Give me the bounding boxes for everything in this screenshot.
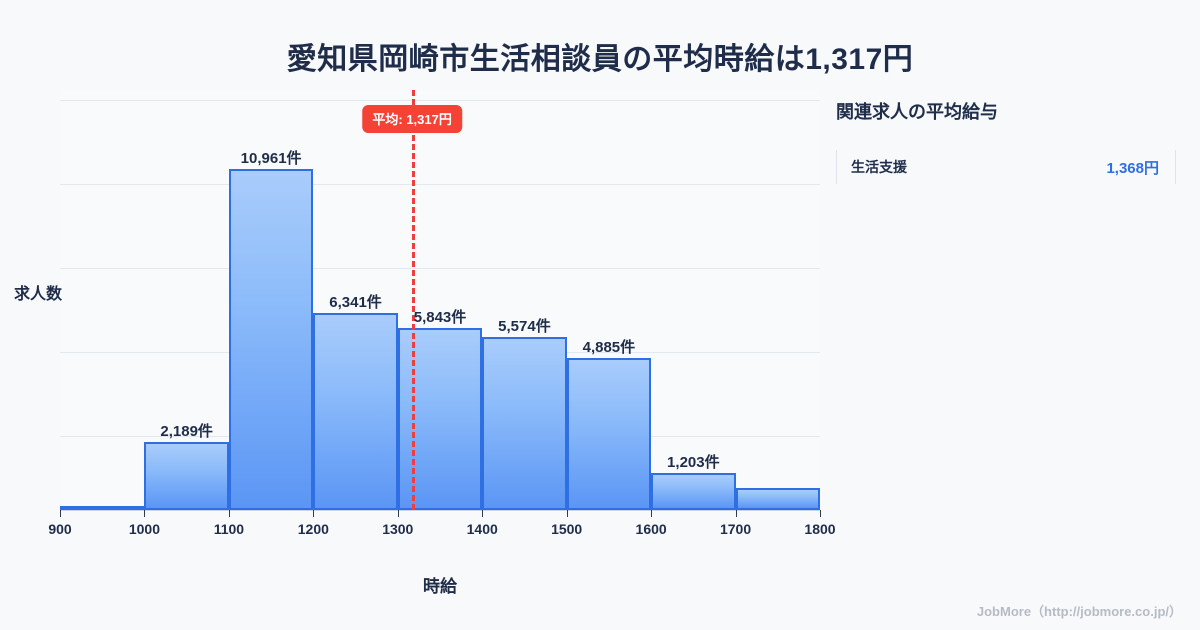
bar[interactable]	[566, 358, 652, 510]
x-tick-mark	[144, 510, 146, 517]
panel-row[interactable]: 生活支援 1,368円	[836, 150, 1176, 184]
bar-value-label: 5,843件	[413, 309, 467, 327]
bar[interactable]	[60, 506, 145, 510]
bar-value-label: 5,574件	[498, 317, 551, 335]
x-axis-label: 時給	[423, 577, 457, 596]
x-tick-mark	[228, 510, 230, 517]
related-salary-panel: 関連求人の平均給与 生活支援 1,368円	[836, 98, 1176, 184]
bar-value-label: 2,189件	[160, 422, 213, 440]
x-tick-label: 1400	[466, 521, 498, 537]
x-tick-mark	[482, 510, 484, 517]
gridline	[60, 184, 820, 185]
bar-series	[60, 90, 820, 510]
mean-vline	[412, 90, 416, 510]
x-tick-mark	[651, 510, 653, 517]
x-tick-mark	[313, 510, 315, 517]
bar-value-label: 1,203件	[667, 453, 720, 471]
gridline	[60, 100, 820, 101]
panel-row-list: 生活支援 1,368円	[836, 150, 1176, 184]
bar-value-label: 4,885件	[582, 339, 636, 357]
bar-value-label: 6,341件	[329, 293, 382, 311]
x-tick-label: 900	[48, 521, 72, 537]
page-title: 愛知県岡崎市生活相談員の平均時給は1,317円	[286, 43, 914, 76]
x-tick-label: 1700	[719, 521, 752, 537]
x-axis-line	[60, 510, 820, 511]
bar[interactable]	[735, 488, 820, 510]
x-tick-mark	[60, 510, 61, 517]
x-tick-label: 1000	[128, 521, 161, 537]
x-tick-mark	[735, 510, 737, 517]
x-tick-mark	[820, 510, 821, 517]
plot-area	[60, 90, 820, 510]
panel-heading: 関連求人の平均給与	[836, 102, 998, 122]
mean-badge: 平均: 1,317円	[362, 105, 462, 133]
bar[interactable]	[651, 472, 736, 510]
panel-row-name: 生活支援	[851, 159, 907, 175]
x-tick-mark	[566, 510, 568, 517]
panel-row-value: 1,368円	[1106, 159, 1159, 177]
bar[interactable]	[482, 336, 567, 510]
x-tick-label: 1200	[297, 521, 329, 537]
bar[interactable]	[228, 169, 314, 510]
watermark-footer: JobMore（http://jobmore.co.jp/）	[976, 604, 1182, 619]
x-tick-label: 1600	[635, 521, 667, 537]
gridline	[60, 268, 820, 269]
x-tick-mark	[397, 510, 399, 517]
x-tick-label: 1300	[382, 521, 414, 537]
bar-value-label: 10,961件	[240, 149, 302, 167]
histogram-chart: 900 1000 1100 1200 1300 1400 1500 1600 1700 1800 …	[14, 90, 836, 596]
bar[interactable]	[144, 441, 229, 510]
bar[interactable]	[397, 328, 483, 510]
y-axis-label: 求人数	[14, 286, 63, 303]
x-tick-label: 1800	[804, 521, 836, 537]
x-tick-label: 1100	[213, 521, 245, 537]
x-tick-label: 1500	[551, 521, 583, 537]
bar[interactable]	[313, 312, 398, 510]
